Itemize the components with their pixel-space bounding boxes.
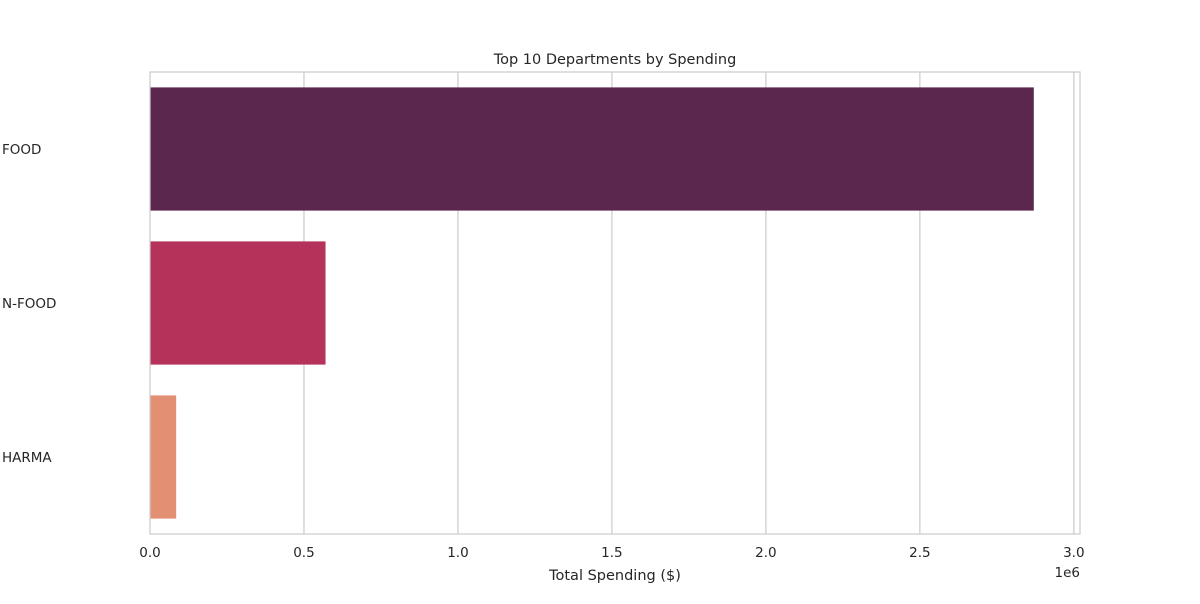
y-tick-label: HARMA xyxy=(2,450,52,466)
x-tick-label: 2.0 xyxy=(755,545,776,561)
bar-food xyxy=(150,87,1034,211)
x-tick-label: 3.0 xyxy=(1063,545,1084,561)
x-tick-label: 1.0 xyxy=(447,545,468,561)
bar-harma xyxy=(150,395,177,519)
y-tick-label: FOOD xyxy=(2,142,41,158)
x-axis-ticks: 0.0 0.5 1.0 1.5 2.0 2.5 3.0 xyxy=(139,545,1084,561)
plot-area-frame xyxy=(149,71,1081,535)
chart-title: Top 10 Departments by Spending xyxy=(493,52,737,68)
x-axis-offset-text: 1e6 xyxy=(1055,565,1080,581)
x-tick-label: 2.5 xyxy=(909,545,930,561)
bars xyxy=(150,87,1034,519)
x-tick-label: 0.0 xyxy=(139,545,160,561)
x-tick-label: 0.5 xyxy=(293,545,314,561)
x-axis-label: Total Spending ($) xyxy=(548,568,681,584)
x-tick-label: 1.5 xyxy=(601,545,622,561)
y-axis-labels: FOOD N-FOOD HARMA xyxy=(2,142,56,466)
bar-n-food xyxy=(150,241,326,365)
y-tick-label: N-FOOD xyxy=(2,296,56,312)
